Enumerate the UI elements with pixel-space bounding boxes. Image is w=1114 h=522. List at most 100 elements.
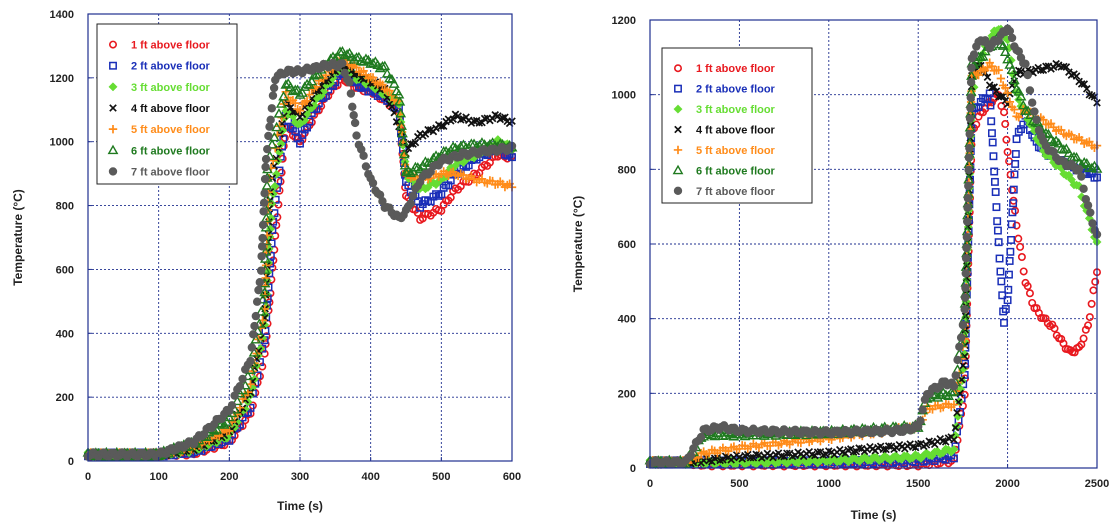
legend-label: 5 ft above floor <box>131 124 211 136</box>
data-point <box>269 83 279 93</box>
data-point <box>258 233 267 243</box>
legend-marker <box>673 104 683 114</box>
y-tick-label: 200 <box>56 392 74 404</box>
data-point <box>1002 53 1014 64</box>
data-point <box>1072 72 1081 80</box>
legend-box <box>96 23 238 185</box>
x-axis-label: Time (s) <box>851 508 897 522</box>
data-point <box>420 156 431 166</box>
data-point <box>996 267 1005 276</box>
data-point <box>950 454 958 463</box>
data-point <box>1008 74 1020 85</box>
data-point <box>1071 152 1082 162</box>
data-point <box>1017 99 1029 110</box>
data-point <box>388 78 400 88</box>
data-point <box>1062 63 1071 71</box>
data-point <box>966 93 975 102</box>
data-point <box>1077 172 1086 181</box>
data-point <box>398 148 410 159</box>
data-point <box>1017 125 1025 134</box>
data-point <box>951 423 960 432</box>
legend-marker <box>107 144 119 155</box>
data-point <box>1067 130 1076 140</box>
data-point <box>977 51 989 61</box>
data-point <box>964 153 974 162</box>
data-point <box>379 60 391 71</box>
data-point <box>394 96 406 106</box>
data-point <box>1009 185 1018 194</box>
data-point <box>498 114 507 122</box>
data-point <box>250 334 262 344</box>
data-point <box>259 207 268 216</box>
data-point <box>1008 208 1017 217</box>
data-point <box>296 139 304 148</box>
y-tick-label: 0 <box>68 456 74 468</box>
data-point <box>1001 83 1010 93</box>
legend-marker <box>109 40 118 49</box>
data-point <box>1086 162 1098 173</box>
data-point <box>368 178 378 188</box>
legend-label: 7 ft above floor <box>131 166 211 178</box>
data-point <box>963 194 973 203</box>
legend-label: 4 ft above floor <box>131 103 211 115</box>
data-point <box>312 82 321 91</box>
legend-label: 1 ft above floor <box>696 63 776 75</box>
data-point <box>1006 247 1015 256</box>
data-point <box>1012 135 1021 144</box>
data-point <box>449 115 457 123</box>
data-point <box>983 63 992 72</box>
data-point <box>261 154 271 164</box>
data-point <box>1004 285 1013 294</box>
x-axis-label: Time (s) <box>277 499 323 513</box>
data-point <box>1001 305 1010 313</box>
legend: 1 ft above floor 2 ft above floor 3 ft abo… <box>661 47 813 204</box>
data-point <box>979 94 987 103</box>
data-point <box>694 453 703 462</box>
data-point <box>783 449 791 458</box>
data-point <box>242 370 254 381</box>
legend-marker <box>108 124 118 134</box>
x-tick-label: 500 <box>730 478 748 490</box>
data-point <box>263 144 272 154</box>
y-tick-label: 1000 <box>612 90 636 102</box>
legend: 1 ft above floor 2 ft above floor 3 ft abo… <box>96 23 238 185</box>
legend-label: 5 ft above floor <box>696 145 776 157</box>
data-point <box>1086 208 1095 217</box>
data-point <box>1082 85 1091 93</box>
data-point <box>266 115 275 125</box>
data-point <box>989 152 998 161</box>
data-point <box>260 189 269 198</box>
data-point <box>392 117 401 126</box>
legend-marker <box>108 167 118 176</box>
data-point <box>1007 33 1017 43</box>
data-point <box>406 199 415 208</box>
data-point <box>259 198 269 207</box>
y-tick-label: 200 <box>618 388 636 400</box>
legend-label: 6 ft above floor <box>696 165 776 177</box>
data-point <box>291 98 300 108</box>
data-point <box>974 70 983 80</box>
data-point <box>424 125 432 134</box>
data-point <box>949 400 959 409</box>
data-point <box>411 138 420 147</box>
data-point <box>998 291 1007 300</box>
data-point <box>218 419 230 429</box>
data-point <box>696 432 706 442</box>
data-point <box>1012 221 1021 230</box>
data-point <box>986 101 995 110</box>
data-point <box>997 102 1006 111</box>
x-tick-label: 100 <box>149 471 167 483</box>
data-point <box>388 102 396 111</box>
data-point <box>238 374 247 384</box>
legend-label: 2 ft above floor <box>131 61 211 73</box>
data-point <box>962 217 972 226</box>
legend-marker <box>674 84 682 93</box>
data-point <box>987 62 997 71</box>
data-point <box>962 243 971 253</box>
data-point <box>302 96 312 106</box>
data-point <box>879 445 888 454</box>
data-point <box>1070 348 1079 357</box>
data-point <box>405 167 417 178</box>
data-point <box>1019 267 1028 276</box>
